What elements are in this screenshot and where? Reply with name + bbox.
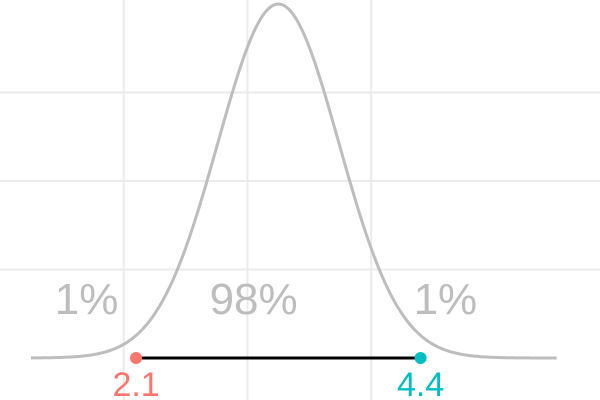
density-curve [30,2,557,360]
upper-bound-point [414,352,427,364]
upper-bound-label: 4.4 [397,366,444,400]
region-label-right: 1% [414,275,478,324]
lower-bound-point [130,352,143,364]
region-label-center: 98% [210,275,298,324]
region-label-left: 1% [55,275,119,324]
lower-bound-label: 2.1 [112,366,159,400]
